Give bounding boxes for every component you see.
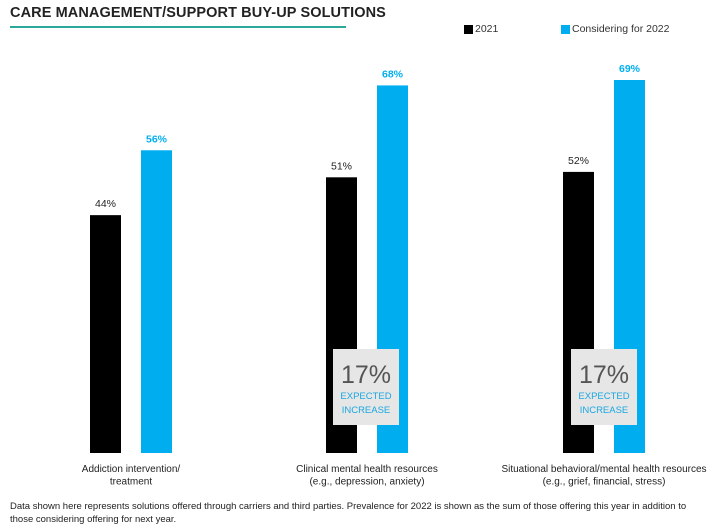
bar-2022-0 <box>141 150 172 453</box>
callout-text-line1: EXPECTED <box>340 391 392 402</box>
chart-title: CARE MANAGEMENT/SUPPORT BUY-UP SOLUTIONS <box>10 5 386 21</box>
title-underline <box>10 26 346 28</box>
category-label-0-line0: Addiction intervention/ <box>82 464 181 475</box>
data-label-2022-2: 69% <box>619 63 641 75</box>
expected-increase-callout-clinical: 17% EXPECTED INCREASE <box>333 349 399 425</box>
category-label-2-line1: (e.g., grief, financial, stress) <box>543 477 666 488</box>
data-label-2021-1: 51% <box>331 160 352 172</box>
category-label-2-line0: Situational behavioral/mental health res… <box>501 464 706 475</box>
callout-text-line2: INCREASE <box>579 405 629 416</box>
data-label-2021-0: 44% <box>95 198 116 210</box>
legend-label-2021: 2021 <box>475 23 499 35</box>
category-label-1-line1: (e.g., depression, anxiety) <box>309 477 424 488</box>
callout-value: 17% <box>340 361 392 389</box>
expected-increase-callout-situational: 17% EXPECTED INCREASE <box>571 349 637 425</box>
data-label-2022-1: 68% <box>382 68 404 80</box>
legend-label-2022: Considering for 2022 <box>572 23 670 35</box>
callout-text-line1: EXPECTED <box>578 391 630 402</box>
bar-chart-plot: 44% 56% Addiction intervention/treatment 51… <box>82 63 707 488</box>
callout-text-line2: INCREASE <box>341 405 391 416</box>
legend-item-2021: 2021 <box>464 23 498 35</box>
callout-value: 17% <box>578 361 630 389</box>
category-label-0-line1: treatment <box>110 477 152 488</box>
legend-swatch-2022 <box>561 24 570 34</box>
data-label-2021-2: 52% <box>568 155 589 167</box>
footnote: Data shown here represents solutions off… <box>10 501 687 525</box>
legend-item-2022: Considering for 2022 <box>561 23 669 35</box>
bar-2021-0 <box>90 215 121 453</box>
data-label-2022-0: 56% <box>146 133 168 145</box>
category-label-1-line0: Clinical mental health resources <box>296 464 438 475</box>
legend-swatch-2021 <box>464 24 473 34</box>
